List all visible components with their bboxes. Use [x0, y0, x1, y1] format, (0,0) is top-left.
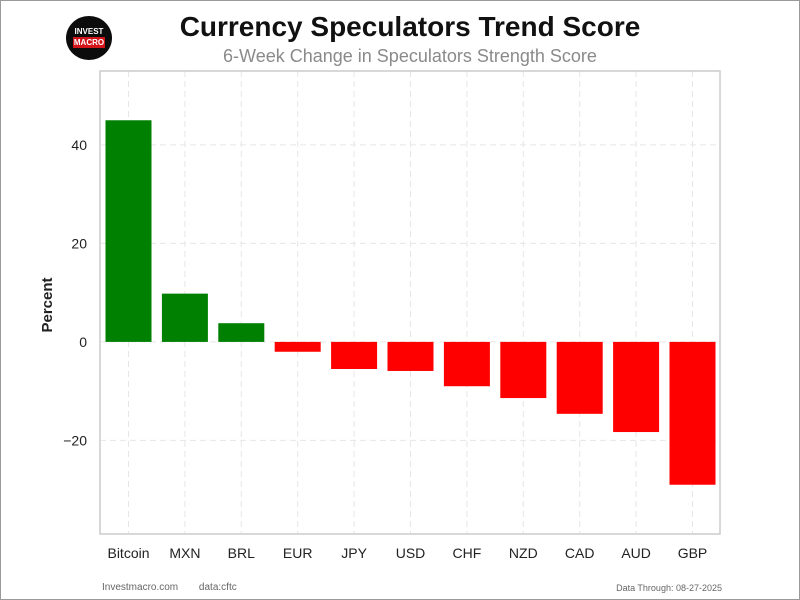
x-tick-label: CHF [453, 545, 482, 561]
bar-eur [274, 341, 321, 352]
footer-site: Investmacro.com [102, 582, 179, 593]
bar-bitcoin [105, 120, 152, 342]
x-tick-label: AUD [621, 545, 651, 561]
y-tick-label: 0 [79, 334, 87, 350]
logo-line-2: MACRO [73, 37, 105, 48]
bar-aud [613, 341, 660, 433]
bar-mxn [161, 293, 208, 342]
bar-chf [443, 341, 490, 387]
x-tick-label: MXN [169, 545, 200, 561]
x-tick-label: BRL [228, 545, 255, 561]
x-tick-label: Bitcoin [107, 545, 149, 561]
footer-source: data:cftc [198, 582, 237, 593]
plot-frame [99, 70, 721, 535]
bar-layer [105, 120, 716, 485]
bar-brl [218, 323, 265, 342]
axis-layer: 40 20 0 −20 Bitcoin MXN BRL EUR JPY USD CHF NZD CAD A… [39, 70, 721, 561]
x-tick-label: GBP [678, 545, 708, 561]
y-tick-label: −20 [63, 432, 87, 448]
chart-title: Currency Speculators Trend Score [179, 11, 641, 42]
x-tick-label: EUR [283, 545, 313, 561]
bar-usd [387, 341, 434, 371]
y-tick-label: 40 [71, 137, 87, 153]
bar-gbp [669, 341, 716, 485]
bar-jpy [331, 341, 378, 369]
chart-subtitle: 6-Week Change in Speculators Strength Sc… [223, 46, 597, 66]
x-tick-label: USD [396, 545, 426, 561]
investmacro-logo: INVEST MACRO [66, 16, 112, 60]
footer-data-through: Data Through: 08-27-2025 [616, 583, 722, 593]
footer-left: Investmacro.com data:cftc [102, 582, 255, 593]
x-tick-label: CAD [565, 545, 595, 561]
bar-nzd [500, 341, 547, 399]
bar-cad [556, 341, 603, 414]
y-axis-label: Percent [39, 277, 56, 332]
logo-line-1: INVEST [74, 27, 104, 36]
x-tick-label: JPY [341, 545, 367, 561]
y-tick-label: 20 [71, 235, 87, 251]
x-tick-label: NZD [509, 545, 538, 561]
